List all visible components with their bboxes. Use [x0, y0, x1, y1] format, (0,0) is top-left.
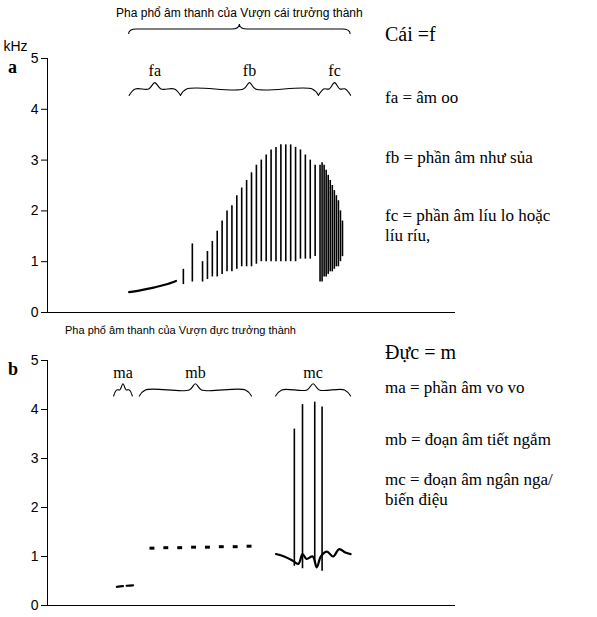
html-text:mb = đoạn âm tiết ngắm: mb = đoạn âm tiết ngắm	[385, 430, 551, 449]
html-text:mc = đoạn âm ngân nga/ biến đi: mc = đoạn âm ngân nga/ biến điệu	[385, 470, 553, 509]
html-text:fc = phần âm líu lo hoặc líu r: fc = phần âm líu lo hoặc líu ríu,	[385, 206, 551, 245]
svg-text:fa: fa	[149, 62, 161, 79]
svg-text:4: 4	[31, 101, 39, 117]
svg-text:3: 3	[31, 450, 39, 466]
svg-text:1: 1	[31, 253, 39, 269]
svg-text:fc: fc	[328, 62, 340, 79]
html-text:Pha phổ âm thanh của Vượn cái: Pha phổ âm thanh của Vượn cái trưởng thà…	[116, 6, 363, 20]
html-text:Pha phổ âm thanh của Vượn đực: Pha phổ âm thanh của Vượn đực trưởng thà…	[65, 324, 296, 336]
svg-text:mc: mc	[303, 364, 323, 381]
html-text:a: a	[8, 57, 17, 77]
html-text:Đực = m: Đực = m	[385, 341, 456, 363]
svg-text:kHz: kHz	[4, 38, 28, 54]
html-text:Cái =f: Cái =f	[385, 23, 436, 45]
svg-text:3: 3	[31, 152, 39, 168]
svg-text:fb: fb	[243, 62, 256, 79]
svg-text:ma: ma	[113, 364, 133, 381]
html-text:fb = phần âm như sủa: fb = phần âm như sủa	[385, 148, 533, 167]
svg-text:5: 5	[31, 50, 39, 66]
svg-text:5: 5	[31, 352, 39, 368]
svg-text:mb: mb	[185, 364, 205, 381]
svg-text:2: 2	[31, 202, 39, 218]
svg-text:0: 0	[31, 304, 39, 320]
svg-text:0: 0	[31, 597, 39, 613]
svg-text:2: 2	[31, 499, 39, 515]
html-text:fa = âm oo: fa = âm oo	[385, 88, 459, 107]
html-text:b: b	[8, 359, 18, 379]
svg-text:1: 1	[31, 548, 39, 564]
html-text:ma = phần âm vo vo: ma = phần âm vo vo	[385, 378, 525, 397]
svg-text:4: 4	[31, 401, 39, 417]
